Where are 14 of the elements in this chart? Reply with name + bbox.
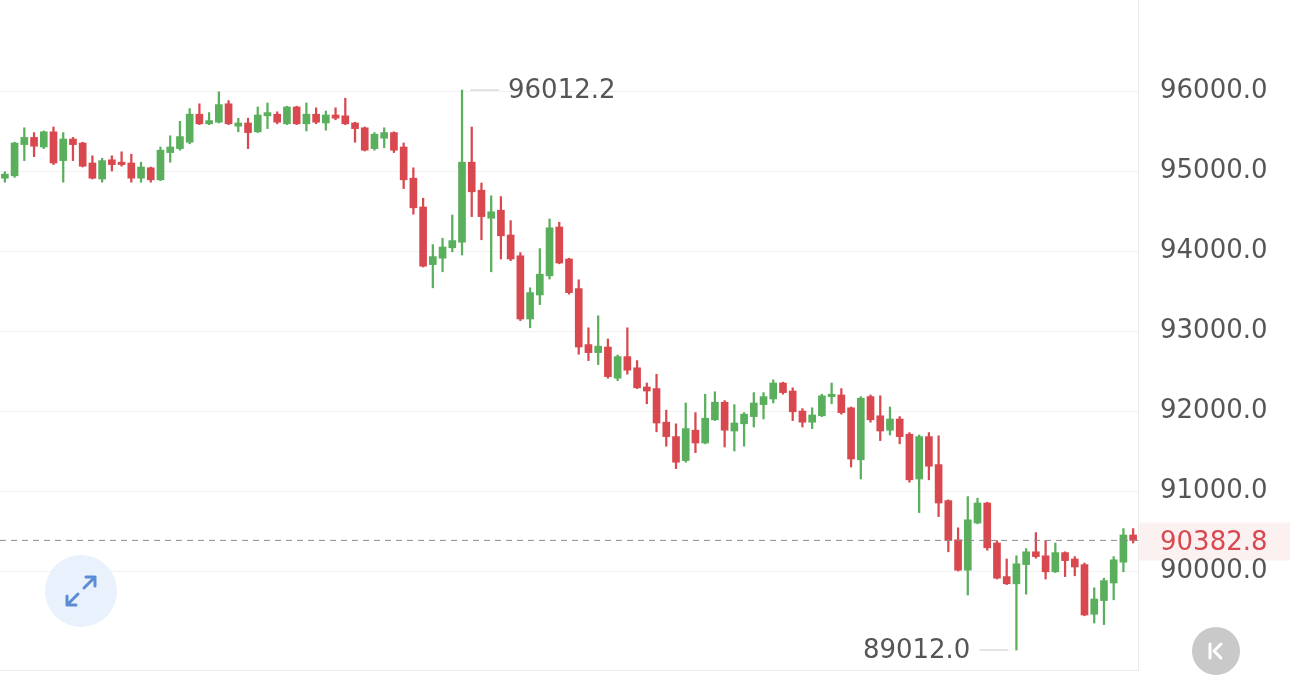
annotation: 96012.2	[508, 73, 616, 104]
y-tick-label: 91000.0	[1160, 473, 1268, 504]
candlestick	[1012, 555, 1021, 651]
y-tick-label: 96000.0	[1160, 73, 1268, 104]
y-tick-label: 92000.0	[1160, 393, 1268, 424]
annotation: 89012.0	[862, 633, 971, 664]
y-tick-label: 95000.0	[1160, 153, 1268, 184]
y-tick-label: 94000.0	[1160, 233, 1268, 264]
candlestick	[117, 151, 126, 167]
y-tick-label: 93000.0	[1160, 313, 1268, 344]
candlestick	[331, 107, 340, 121]
candlestick	[827, 382, 836, 405]
candlestick	[263, 102, 272, 129]
candlestick	[584, 327, 593, 361]
